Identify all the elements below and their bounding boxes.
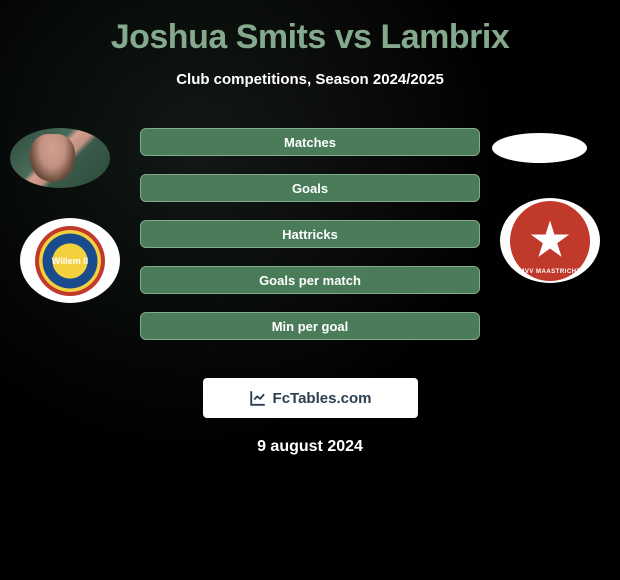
stat-bar-min-per-goal: Min per goal: [140, 312, 480, 340]
stat-bar-hattricks: Hattricks: [140, 220, 480, 248]
stat-label: Min per goal: [272, 319, 349, 334]
comparison-area: Willem II MVV MAASTRICHT Matches Goals H…: [0, 128, 620, 358]
stat-bar-list: Matches Goals Hattricks Goals per match …: [140, 128, 480, 340]
player-left-club-badge: Willem II: [20, 218, 120, 303]
stat-bar-goals-per-match: Goals per match: [140, 266, 480, 294]
club-right-crest: MVV MAASTRICHT: [510, 201, 590, 281]
stat-label: Hattricks: [282, 227, 338, 242]
stat-label: Goals: [292, 181, 328, 196]
watermark-text: FcTables.com: [273, 390, 372, 407]
date-label: 9 august 2024: [0, 438, 620, 456]
stat-label: Goals per match: [259, 273, 361, 288]
stat-bar-goals: Goals: [140, 174, 480, 202]
club-right-name: MVV MAASTRICHT: [519, 269, 580, 275]
watermark-badge: FcTables.com: [203, 378, 418, 418]
club-left-crest: Willem II: [35, 226, 105, 296]
stat-bar-matches: Matches: [140, 128, 480, 156]
player-right-avatar: [492, 133, 587, 163]
stat-label: Matches: [284, 135, 336, 150]
player-right-club-badge: MVV MAASTRICHT: [500, 198, 600, 283]
page-subtitle: Club competitions, Season 2024/2025: [0, 71, 620, 88]
content-wrapper: Joshua Smits vs Lambrix Club competition…: [0, 0, 620, 580]
club-left-name: Willem II: [52, 256, 88, 266]
chart-icon: [249, 389, 267, 407]
player-left-avatar: [10, 128, 110, 188]
page-title: Joshua Smits vs Lambrix: [0, 0, 620, 57]
star-icon: [530, 221, 570, 261]
